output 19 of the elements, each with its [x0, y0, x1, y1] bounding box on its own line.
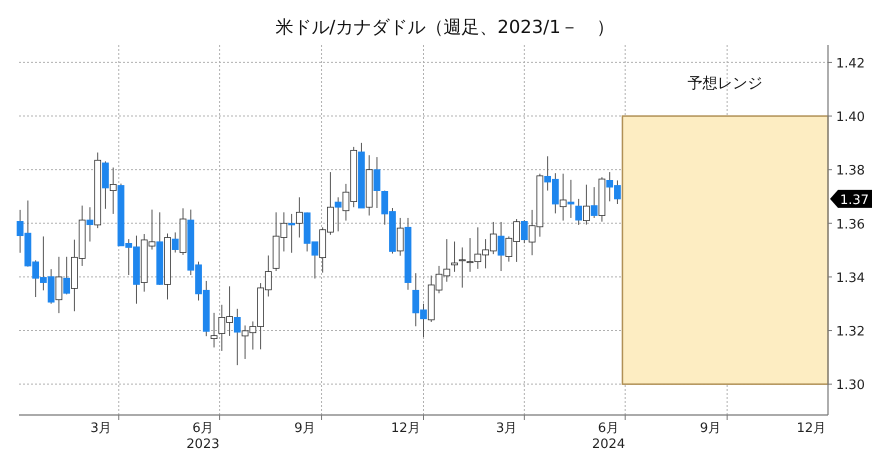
x-tick-label: 6月 2024 — [592, 421, 626, 452]
y-tick-label: 1.38 — [836, 164, 865, 179]
x-tick-label: 6月 2023 — [186, 421, 220, 452]
y-tick-label: 1.36 — [836, 217, 865, 232]
x-tick-label: 12月 — [796, 421, 826, 436]
x-tick-label: 3月 — [90, 421, 112, 436]
band: 予想レンジ — [622, 74, 829, 385]
y-tick-label: 1.42 — [836, 56, 865, 72]
last-price: 1.37 — [830, 190, 872, 208]
band-label: 予想レンジ — [688, 74, 763, 92]
chart-title: 米ドル/カナダドル（週足、2023/1－ ） — [275, 17, 615, 38]
y-tick-label: 1.40 — [836, 110, 865, 126]
x-tick-label: 12月 — [390, 421, 421, 436]
y-tick-label: 1.30 — [836, 378, 865, 394]
x-tick-label: 9月 — [294, 421, 316, 436]
y-tick-label: 1.34 — [836, 270, 865, 286]
y-tick-label: 1.32 — [836, 324, 865, 340]
x-tick-label: 9月 — [700, 421, 722, 436]
x-tick-label: 3月 — [496, 421, 518, 436]
